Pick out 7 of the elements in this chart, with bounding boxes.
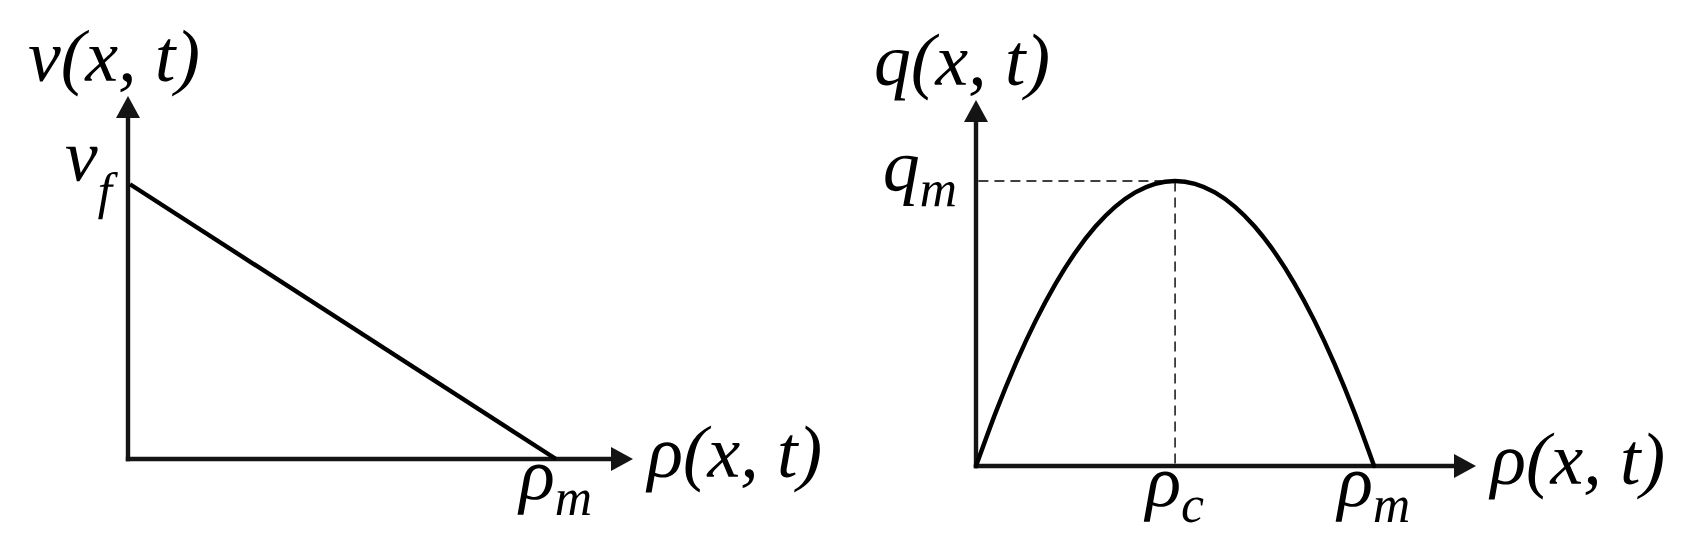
x-axis-title: ρ(x, t) <box>645 425 820 493</box>
ref-line-label: q$_{m}$ <box>885 155 955 207</box>
y-axis-title: q(x, t) <box>876 33 1048 101</box>
x-axis-title: ρ(x, t) <box>1488 432 1663 500</box>
y-axis-title: v(x, t) <box>29 29 198 97</box>
x-tick-label: ρ$_{c}$ <box>1143 471 1204 523</box>
annotation: v$_{f}$ <box>65 146 118 220</box>
